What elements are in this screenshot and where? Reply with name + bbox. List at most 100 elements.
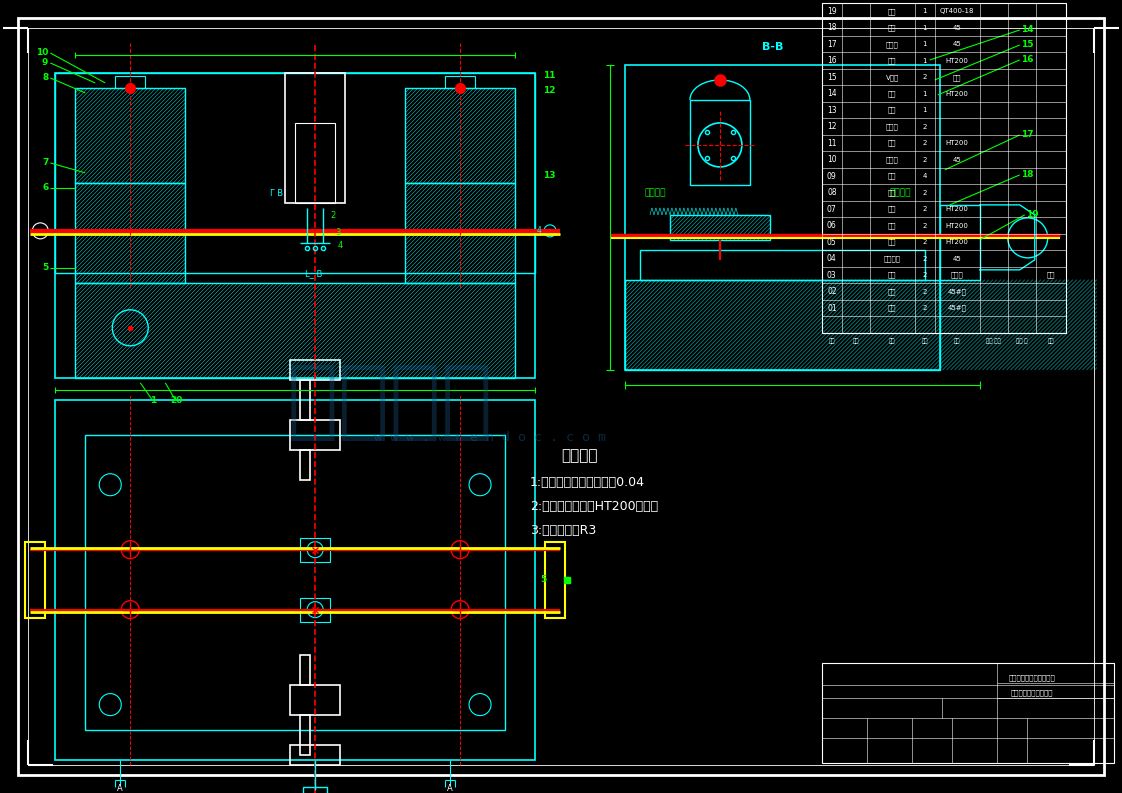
Text: A: A <box>118 783 123 792</box>
Text: 45#钢: 45#钢 <box>948 289 967 295</box>
Text: 总重 量: 总重 量 <box>1017 339 1028 344</box>
Text: 02: 02 <box>827 287 837 296</box>
Text: 14: 14 <box>1021 25 1033 34</box>
Text: 左旋螺纹: 左旋螺纹 <box>890 188 911 197</box>
Text: 材料: 材料 <box>954 339 960 344</box>
Text: HT200: HT200 <box>946 223 968 228</box>
Text: 10: 10 <box>36 48 48 57</box>
Bar <box>75 88 185 183</box>
Bar <box>640 250 925 280</box>
Text: 顶杆: 顶杆 <box>888 25 896 31</box>
Text: 锁紧圈: 锁紧圈 <box>886 124 899 130</box>
Text: 1: 1 <box>922 107 927 113</box>
Text: 底座: 底座 <box>888 239 896 245</box>
Bar <box>291 360 340 380</box>
Bar <box>940 205 980 280</box>
Text: 04: 04 <box>827 254 837 263</box>
Text: HT200: HT200 <box>946 206 968 213</box>
Bar <box>75 183 185 283</box>
Text: 轴承: 轴承 <box>888 173 896 179</box>
Bar <box>821 663 1114 763</box>
Text: 铸钢: 铸钢 <box>953 74 962 81</box>
Text: 右旋螺纹: 右旋螺纹 <box>645 188 666 197</box>
Text: 17: 17 <box>1021 130 1033 140</box>
Text: 8: 8 <box>42 74 48 82</box>
Text: 03: 03 <box>827 270 837 280</box>
Bar <box>301 654 310 684</box>
Text: HT200: HT200 <box>946 140 968 146</box>
Bar <box>940 280 1096 370</box>
Text: 弹簧钢: 弹簧钢 <box>950 272 964 278</box>
Text: 06: 06 <box>827 221 837 230</box>
Bar <box>291 684 340 714</box>
Text: 螺杆: 螺杆 <box>888 289 896 295</box>
Bar <box>405 183 515 283</box>
Text: 2: 2 <box>922 140 927 146</box>
Bar <box>445 76 475 88</box>
Text: 外套: 外套 <box>888 140 896 147</box>
Bar <box>545 542 565 618</box>
Text: 7: 7 <box>42 159 48 167</box>
Bar <box>625 280 940 370</box>
Text: 05: 05 <box>827 238 837 247</box>
Text: 19: 19 <box>827 7 837 16</box>
Text: 2: 2 <box>922 223 927 228</box>
Text: 1: 1 <box>922 8 927 14</box>
Text: 备注: 备注 <box>1048 339 1054 344</box>
Text: 工件: 工件 <box>888 90 896 97</box>
Bar <box>821 3 1066 333</box>
Text: 17: 17 <box>827 40 837 48</box>
Bar <box>625 280 940 370</box>
Bar <box>285 73 346 203</box>
Text: B-B: B-B <box>762 42 783 52</box>
Text: 18: 18 <box>827 23 837 33</box>
Text: 1: 1 <box>922 58 927 63</box>
Bar <box>55 400 535 760</box>
Bar <box>55 73 535 273</box>
Text: V型块: V型块 <box>885 74 899 81</box>
Text: 钻镗床专用夹具设计图: 钻镗床专用夹具设计图 <box>1011 689 1052 696</box>
Text: HT200: HT200 <box>946 239 968 245</box>
Text: 16: 16 <box>827 56 837 65</box>
Text: 1:两镗套装配后同轴度为0.04: 1:两镗套装配后同轴度为0.04 <box>530 476 645 488</box>
Bar <box>85 435 505 730</box>
Text: 5: 5 <box>540 575 546 584</box>
Text: 19: 19 <box>1026 210 1038 220</box>
Text: 45: 45 <box>953 255 962 262</box>
Text: 15: 15 <box>1021 40 1033 49</box>
Bar <box>291 745 340 764</box>
Text: 2: 2 <box>922 190 927 196</box>
Bar <box>670 215 770 239</box>
Text: 14: 14 <box>827 89 837 98</box>
Text: 2: 2 <box>922 239 927 245</box>
Text: 20: 20 <box>171 396 183 404</box>
Text: 4: 4 <box>337 241 342 250</box>
Text: HT200: HT200 <box>946 58 968 63</box>
Text: 墨柄: 墨柄 <box>888 8 896 14</box>
Bar <box>301 598 330 622</box>
Bar <box>405 88 515 183</box>
Bar <box>26 542 45 618</box>
Text: 压板: 压板 <box>888 272 896 278</box>
Text: HT200: HT200 <box>946 90 968 97</box>
Text: 45: 45 <box>953 41 962 48</box>
Text: 单件 重量: 单件 重量 <box>986 339 1001 344</box>
Text: 18: 18 <box>1021 170 1033 179</box>
Text: 45: 45 <box>953 157 962 163</box>
Text: 螺杆: 螺杆 <box>888 107 896 113</box>
Text: 12: 12 <box>827 122 837 131</box>
Text: 5: 5 <box>42 263 48 272</box>
Text: 12: 12 <box>543 86 555 95</box>
Bar <box>625 65 940 370</box>
Bar <box>301 714 310 755</box>
Text: 2: 2 <box>922 289 927 294</box>
Text: 大众文库: 大众文库 <box>287 362 494 444</box>
Bar <box>301 538 330 561</box>
Text: 序号: 序号 <box>828 339 835 344</box>
Text: 底板: 底板 <box>888 57 896 64</box>
Text: 柴油机支座钻镗夹具设计: 柴油机支座钻镗夹具设计 <box>1009 674 1055 681</box>
Text: 13: 13 <box>827 105 837 115</box>
Text: 螺母: 螺母 <box>888 305 896 312</box>
Text: 镗盖: 镗盖 <box>888 206 896 213</box>
Bar <box>116 76 145 88</box>
